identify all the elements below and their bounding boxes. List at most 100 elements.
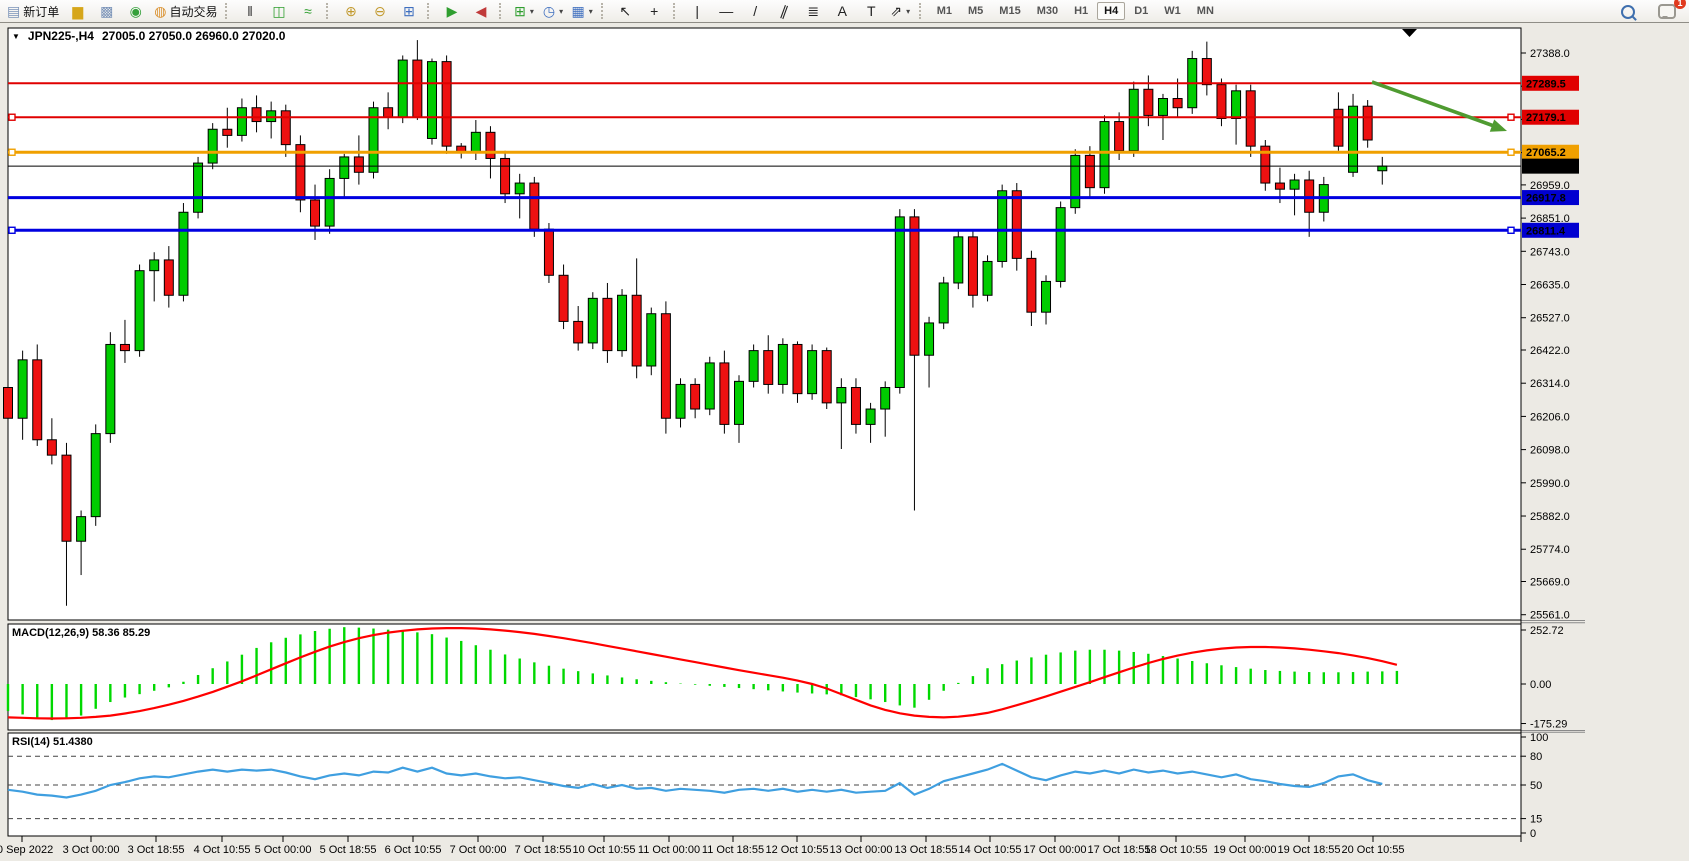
- line-handle[interactable]: [1507, 113, 1515, 121]
- signal-button[interactable]: ◉: [122, 0, 149, 22]
- price-badge: [1522, 222, 1579, 238]
- new-chart-button[interactable]: ⊞ ▾: [510, 0, 537, 22]
- chart-shift-marker[interactable]: [1402, 29, 1417, 37]
- candle-body: [529, 182, 540, 230]
- search-button[interactable]: [1614, 1, 1641, 23]
- auto-scroll-button[interactable]: ▶: [438, 0, 465, 22]
- candle-body: [46, 439, 57, 456]
- candle-body: [924, 322, 935, 356]
- auto-trading-label: 自动交易: [169, 4, 218, 19]
- fibonacci-button[interactable]: ≣: [800, 0, 827, 22]
- price-tick-label: 26959.0: [1530, 180, 1570, 192]
- new-order-button[interactable]: ▤ 新订单: [4, 0, 62, 22]
- candle-body: [470, 131, 481, 153]
- timeframe-m1[interactable]: M1: [936, 5, 953, 17]
- charts-gallery-icon: ▩: [100, 3, 114, 19]
- crosshair-button[interactable]: +: [641, 0, 668, 22]
- time-tick-label: 5 Oct 18:55: [320, 844, 377, 856]
- candle-body: [719, 362, 730, 425]
- line-handle[interactable]: [8, 148, 16, 156]
- line-handle[interactable]: [1507, 148, 1515, 156]
- zoom-out-button[interactable]: ⊖: [366, 0, 393, 22]
- price-badge: [1522, 158, 1579, 174]
- arrows-tool-icon: ⇗: [890, 3, 903, 19]
- timeframe-m5[interactable]: M5: [968, 5, 984, 17]
- horizontal-line-icon: —: [719, 3, 734, 19]
- time-tick-label: 10 Oct 10:55: [573, 844, 636, 856]
- candle-body: [1245, 90, 1256, 147]
- equidistant-channel-button[interactable]: ∥: [771, 0, 798, 22]
- messages-badge: 1: [1674, 0, 1686, 9]
- macd-signal-line: [7, 627, 1398, 720]
- line-chart-button[interactable]: ≈: [294, 0, 321, 22]
- time-tick-label: 6 Oct 10:55: [385, 844, 442, 856]
- time-tick-label: 12 Oct 10:55: [766, 844, 829, 856]
- timeframe-h1[interactable]: H1: [1074, 5, 1089, 17]
- line-handle[interactable]: [1507, 226, 1515, 234]
- candle-body: [953, 236, 964, 284]
- text-button[interactable]: A: [829, 0, 856, 22]
- candle-body: [1070, 154, 1081, 209]
- vertical-line-icon: |: [695, 3, 700, 19]
- price-badge: [1522, 190, 1579, 206]
- timeframe-h4[interactable]: H4: [1097, 2, 1126, 20]
- line-handle[interactable]: [8, 226, 16, 234]
- candle-body: [61, 454, 72, 542]
- chart-title: ▼ JPN225-,H4 27005.0 27050.0 26960.0 270…: [12, 29, 285, 43]
- candle-body: [573, 320, 584, 344]
- candle-body: [1231, 90, 1242, 119]
- timeframe-m30[interactable]: M30: [1036, 5, 1059, 17]
- price-badge-value: 27065.2: [1526, 147, 1566, 159]
- rsi-axis-label: 0: [1530, 828, 1536, 840]
- candle-body: [938, 282, 949, 324]
- candle-body: [149, 259, 160, 272]
- macd-axis-label: 0.00: [1530, 679, 1551, 691]
- candle-body: [134, 270, 145, 352]
- gold-ingot-button[interactable]: ▆: [64, 0, 91, 22]
- text-label-button[interactable]: T: [858, 0, 885, 22]
- timeframe-w1[interactable]: W1: [1164, 5, 1181, 17]
- vertical-line-button[interactable]: |: [684, 0, 711, 22]
- chart-menu-icon[interactable]: ▼: [12, 31, 20, 41]
- rsi-line: [7, 762, 1383, 799]
- templates-button[interactable]: ▦ ▾: [568, 0, 595, 22]
- horizontal-line-button[interactable]: —: [713, 0, 740, 22]
- periods-button[interactable]: ◷ ▾: [539, 0, 566, 22]
- charts-gallery-button[interactable]: ▩: [93, 0, 120, 22]
- trendline-button[interactable]: /: [742, 0, 769, 22]
- candle-body: [807, 350, 818, 395]
- bar-chart-button[interactable]: ‖: [236, 0, 263, 22]
- timeframe-d1[interactable]: D1: [1134, 5, 1149, 17]
- auto-trading-icon: ◍: [154, 3, 167, 19]
- price-badge-value: 26811.4: [1526, 225, 1566, 237]
- dropdown-caret-icon: ▾: [906, 6, 911, 16]
- candlestick-chart-button[interactable]: ◫: [265, 0, 292, 22]
- price-tick-label: 26098.0: [1530, 445, 1570, 457]
- timeframe-mn[interactable]: MN: [1196, 5, 1214, 17]
- timeframe-m15[interactable]: M15: [999, 5, 1021, 17]
- cursor-button[interactable]: ↖: [612, 0, 639, 22]
- time-tick-label: 7 Oct 18:55: [515, 844, 572, 856]
- line-handle[interactable]: [8, 113, 16, 121]
- candle-body: [3, 387, 13, 419]
- price-tick-label: 26206.0: [1530, 411, 1570, 423]
- rsi-axis-label: 15: [1530, 814, 1542, 826]
- time-tick-label: 11 Oct 00:00: [638, 844, 700, 856]
- trend-arrow[interactable]: [1371, 80, 1495, 128]
- toolbar-separator: [600, 3, 607, 19]
- messages-button[interactable]: 1: [1653, 0, 1686, 23]
- auto-trading-button[interactable]: ◍ 自动交易: [151, 0, 220, 22]
- zoom-in-button[interactable]: ⊕: [337, 0, 364, 22]
- dropdown-caret-icon: ▾: [588, 6, 593, 16]
- rsi-axis-label: 100: [1530, 732, 1548, 744]
- candle-body: [1362, 105, 1373, 141]
- candle-body: [193, 162, 204, 213]
- trend-arrow-head[interactable]: [1489, 119, 1507, 132]
- arrows-tool-button[interactable]: ⇗ ▾: [887, 0, 914, 22]
- chart-shift-button[interactable]: ◀: [467, 0, 494, 22]
- tile-windows-button[interactable]: ⊞: [395, 0, 422, 22]
- time-tick-label: 5 Oct 00:00: [255, 844, 312, 856]
- toolbar-separator: [225, 3, 231, 19]
